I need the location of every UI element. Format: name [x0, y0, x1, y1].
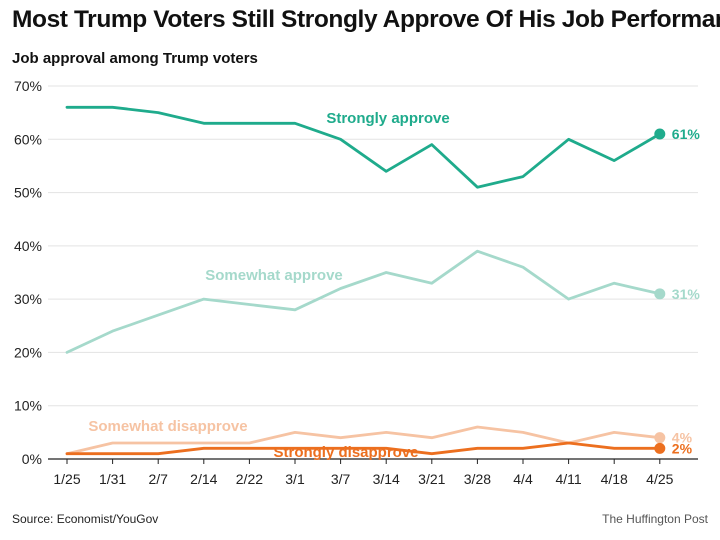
y-tick-label: 60% — [14, 131, 42, 147]
x-tick-label: 4/18 — [601, 471, 628, 487]
series-end-marker — [654, 288, 666, 300]
series-end-label: 31% — [672, 286, 701, 302]
source-note: Source: Economist/YouGov — [12, 512, 159, 526]
chart-subtitle: Job approval among Trump voters — [12, 50, 258, 67]
y-tick-label: 30% — [14, 291, 42, 307]
series-name-label: Strongly approve — [326, 110, 449, 127]
x-tick-label: 3/14 — [373, 471, 400, 487]
x-tick-label: 2/14 — [190, 471, 217, 487]
x-tick-label: 4/4 — [513, 471, 533, 487]
series-name-label: Somewhat approve — [205, 267, 343, 284]
y-tick-label: 10% — [14, 398, 42, 414]
series-end-marker — [654, 432, 666, 444]
x-tick-label: 4/11 — [555, 471, 581, 487]
x-tick-label: 3/21 — [418, 471, 445, 487]
x-tick-label: 3/7 — [331, 471, 351, 487]
y-tick-label: 20% — [14, 344, 42, 360]
x-tick-label: 3/1 — [285, 471, 305, 487]
x-tick-label: 1/25 — [53, 471, 80, 487]
y-tick-label: 70% — [14, 78, 42, 94]
x-tick-label: 1/31 — [99, 471, 126, 487]
x-tick-label: 2/7 — [148, 471, 168, 487]
series-end-label: 61% — [672, 126, 701, 142]
series-end-label: 2% — [672, 440, 693, 456]
series-end-marker — [654, 128, 666, 140]
chart-title: Most Trump Voters Still Strongly Approve… — [12, 6, 720, 33]
x-tick-label: 3/28 — [464, 471, 491, 487]
y-tick-label: 40% — [14, 238, 42, 254]
series-end-label: 4% — [672, 430, 693, 446]
y-tick-label: 0% — [22, 451, 42, 467]
x-tick-label: 2/22 — [236, 471, 263, 487]
series-name-label: Strongly disapprove — [273, 444, 418, 461]
series-name-label: Somewhat disapprove — [88, 418, 247, 435]
credit-note: The Huffington Post — [602, 512, 708, 526]
y-tick-label: 50% — [14, 185, 42, 201]
series-line — [65, 105, 662, 189]
series-line — [65, 441, 662, 456]
series-line — [65, 249, 662, 354]
series-end-marker — [654, 442, 666, 454]
x-tick-label: 4/25 — [646, 471, 673, 487]
series-line — [65, 425, 662, 456]
